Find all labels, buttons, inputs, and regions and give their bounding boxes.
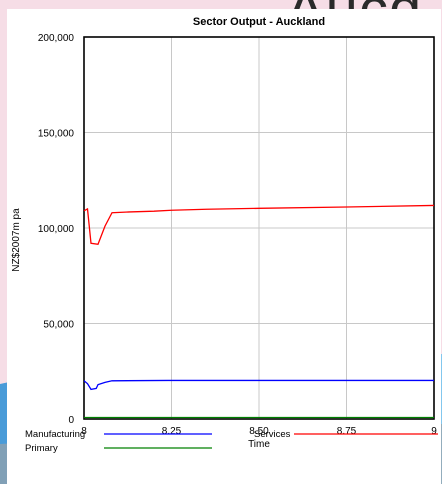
x-tick-label: 8.75 xyxy=(337,426,357,437)
series-line-manufacturing xyxy=(83,379,434,391)
y-tick-label: 0 xyxy=(68,415,74,426)
y-axis-label: NZ$2007m pa xyxy=(11,208,22,272)
plot-frame xyxy=(83,36,435,420)
grid-lines xyxy=(84,37,434,419)
y-tick-label: 100,000 xyxy=(38,224,75,235)
x-tick-label: 8.50 xyxy=(249,426,269,437)
legend-label-primary: Primary xyxy=(25,443,58,454)
legend-label-manufacturing: Manufacturing xyxy=(25,429,85,440)
x-axis-label: Time xyxy=(248,439,270,450)
y-tick-label: 150,000 xyxy=(38,129,75,140)
x-tick-label: 8 xyxy=(81,426,87,437)
chart-window: Sector Output - Auckland 8 8.25 8.50 8.75 9 0 5… xyxy=(7,9,441,484)
x-tick-label: 8.25 xyxy=(162,426,182,437)
legend-label-services: Services xyxy=(254,429,291,440)
chart: Sector Output - Auckland 8 8.25 8.50 8.75 9 0 5… xyxy=(11,16,438,454)
y-tick-label: 200,000 xyxy=(38,33,75,44)
y-tick-label: 50,000 xyxy=(43,320,74,331)
chart-title: Sector Output - Auckland xyxy=(193,16,325,28)
series-line-services xyxy=(83,204,435,245)
x-tick-label: 9 xyxy=(431,426,437,437)
